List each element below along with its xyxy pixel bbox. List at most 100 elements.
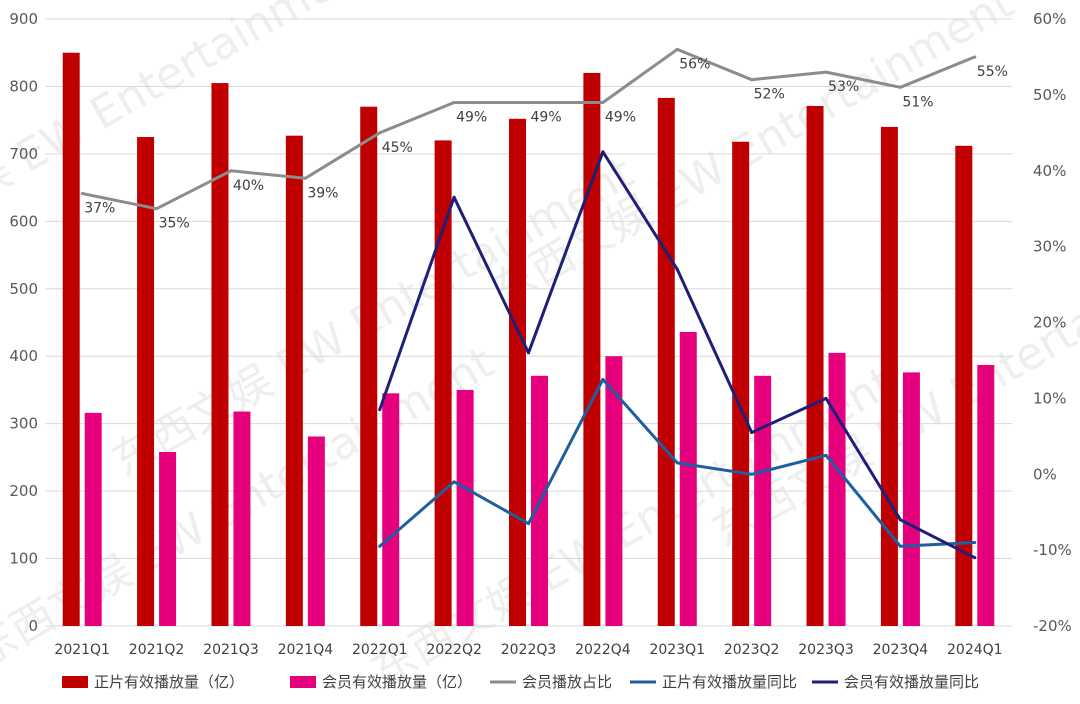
line-member-share-point <box>898 85 902 89</box>
left-axis-tick-label: 900 <box>9 10 38 28</box>
line-member-share-point <box>601 100 605 104</box>
bar-member-views <box>159 451 177 626</box>
bar-total-views <box>285 135 303 626</box>
line-member-views-yoy-point <box>675 267 679 271</box>
data-label: 49% <box>605 109 636 125</box>
line-member-share-point <box>155 207 159 211</box>
x-axis-tick-label: 2021Q1 <box>54 642 110 658</box>
right-axis-tick-label: 20% <box>1033 314 1066 332</box>
legend-label: 会员有效播放量（亿） <box>322 673 472 691</box>
line-member-views-yoy-point <box>452 195 456 199</box>
legend-swatch <box>290 676 316 688</box>
line-total-views-yoy-point <box>824 453 828 457</box>
line-total-views-yoy-point <box>378 544 382 548</box>
left-axis-tick-label: 500 <box>9 280 38 298</box>
left-axis-tick-label: 600 <box>9 212 38 230</box>
data-label: 35% <box>159 216 190 232</box>
line-member-share-point <box>973 55 977 59</box>
left-axis-tick-label: 200 <box>9 482 38 500</box>
data-label: 49% <box>531 109 562 125</box>
legend-label: 正片有效播放量（亿） <box>94 673 244 691</box>
x-axis-tick-label: 2023Q4 <box>873 642 929 658</box>
data-label: 37% <box>84 201 115 217</box>
bar-member-views <box>307 436 325 626</box>
bar-member-views <box>902 372 920 626</box>
line-member-share-point <box>229 169 233 173</box>
bar-total-views <box>62 52 80 626</box>
bar-member-views <box>382 393 400 626</box>
line-total-views-yoy-point <box>452 480 456 484</box>
x-axis-tick-label: 2022Q2 <box>426 642 482 658</box>
left-axis-tick-label: 100 <box>9 550 38 568</box>
bar-total-views <box>509 118 526 626</box>
bar-member-views <box>977 364 995 626</box>
bar-total-views <box>657 97 675 626</box>
bar-member-views <box>679 331 697 626</box>
legend-swatch <box>62 676 88 688</box>
legend-label: 正片有效播放量同比 <box>662 673 797 691</box>
legend-label: 会员播放占比 <box>522 673 612 691</box>
line-member-views-yoy-point <box>824 396 828 400</box>
x-axis-tick-label: 2021Q3 <box>203 642 259 658</box>
line-member-views-yoy-point <box>898 518 902 522</box>
bar-member-views <box>233 411 251 626</box>
bar-total-views <box>211 83 229 627</box>
right-axis-tick-label: -20% <box>1033 617 1072 635</box>
x-axis-tick-label: 2023Q2 <box>724 642 780 658</box>
left-axis-tick-label: 700 <box>9 145 38 163</box>
line-total-views-yoy-point <box>750 472 754 476</box>
line-member-share-point <box>80 192 84 196</box>
left-axis-tick-label: 0 <box>28 617 38 635</box>
legend-label: 会员有效播放量同比 <box>844 673 979 691</box>
line-total-views-yoy-point <box>973 541 977 545</box>
bar-total-views <box>583 72 601 626</box>
x-axis-tick-label: 2022Q4 <box>575 642 631 658</box>
data-label: 39% <box>307 185 338 201</box>
right-axis-tick-label: 10% <box>1033 389 1066 407</box>
data-label: 53% <box>828 79 859 95</box>
bar-total-views <box>732 141 750 626</box>
line-member-share-point <box>527 100 530 104</box>
line-total-views-yoy-point <box>601 377 605 381</box>
line-member-views-yoy-point <box>527 351 530 355</box>
line-member-views-yoy-point <box>973 556 977 560</box>
line-member-share-point <box>824 70 828 74</box>
line-member-share-point <box>675 47 679 51</box>
x-axis-tick-label: 2023Q3 <box>798 642 854 658</box>
bar-total-views <box>806 106 824 626</box>
x-axis-tick-label: 2024Q1 <box>947 642 1003 658</box>
line-member-share-point <box>378 131 382 135</box>
x-axis-tick-label: 2022Q1 <box>352 642 408 658</box>
bar-member-views <box>605 356 623 626</box>
bar-member-views <box>754 375 772 626</box>
line-member-share-point <box>303 176 307 180</box>
right-axis-tick-label: -10% <box>1033 541 1072 559</box>
data-label: 51% <box>902 94 933 110</box>
line-total-views-yoy-point <box>527 522 530 526</box>
bar-member-views <box>828 352 846 626</box>
left-axis-tick-label: 400 <box>9 347 38 365</box>
data-label: 52% <box>754 87 785 103</box>
data-label: 49% <box>456 109 487 125</box>
left-axis-tick-label: 300 <box>9 415 38 433</box>
line-total-views-yoy-point <box>675 461 679 465</box>
bar-total-views <box>955 145 973 626</box>
data-label: 45% <box>382 140 413 156</box>
bar-total-views <box>360 106 378 626</box>
watermark-text: 东西文娱 EW Entertainment <box>483 0 1022 318</box>
data-label: 56% <box>679 56 710 72</box>
line-member-views-yoy-point <box>378 408 382 412</box>
right-axis-tick-label: 40% <box>1033 162 1066 180</box>
x-axis-tick-label: 2021Q4 <box>278 642 334 658</box>
line-total-views-yoy-point <box>898 544 902 548</box>
x-axis-tick-label: 2023Q1 <box>649 642 705 658</box>
data-label: 55% <box>977 64 1008 80</box>
right-axis-tick-label: 50% <box>1033 86 1066 104</box>
x-axis-tick-label: 2022Q3 <box>501 642 557 658</box>
right-axis-tick-label: 60% <box>1033 10 1066 28</box>
right-axis-tick-label: 0% <box>1033 465 1057 483</box>
bar-member-views <box>84 412 102 626</box>
line-member-views-yoy-point <box>750 431 754 435</box>
